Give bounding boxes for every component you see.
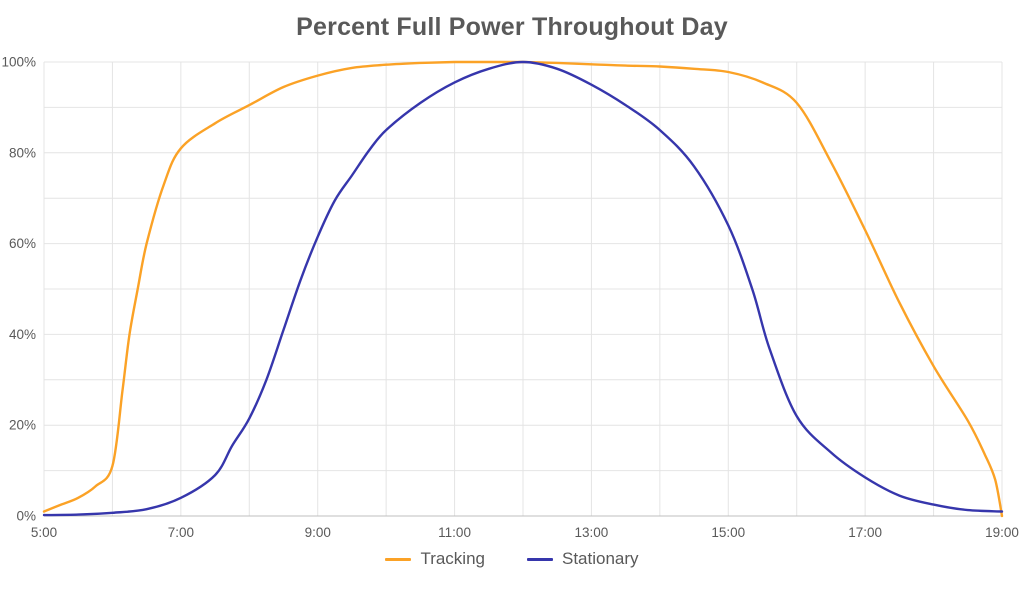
y-tick-label: 20% — [9, 418, 36, 433]
y-tick-label: 0% — [16, 509, 36, 524]
x-tick-label: 5:00 — [31, 525, 57, 540]
y-tick-label: 100% — [1, 55, 36, 70]
y-tick-label: 60% — [9, 236, 36, 251]
tracking-series-marker — [385, 557, 412, 561]
chart-title: Percent Full Power Throughout Day — [296, 13, 728, 41]
legend-item-tracking: Tracking — [385, 549, 485, 569]
x-tick-label: 17:00 — [848, 525, 882, 540]
x-tick-label: 19:00 — [985, 525, 1019, 540]
x-tick-label: 7:00 — [168, 525, 194, 540]
tracking-series-label: Tracking — [420, 549, 485, 568]
stationary-series-label: Stationary — [562, 549, 639, 568]
legend-item-stationary: Stationary — [527, 549, 639, 569]
legend: Tracking Stationary — [0, 549, 1024, 569]
tracking-series-line — [42, 60, 1004, 518]
y-tick-label: 40% — [9, 327, 36, 342]
stationary-series-marker — [527, 557, 553, 561]
x-tick-label: 15:00 — [711, 525, 745, 540]
x-tick-label: 9:00 — [305, 525, 331, 540]
stationary-series-line — [42, 60, 1004, 517]
y-tick-label: 80% — [9, 145, 36, 160]
x-tick-label: 13:00 — [575, 525, 609, 540]
x-tick-label: 11:00 — [438, 525, 471, 540]
